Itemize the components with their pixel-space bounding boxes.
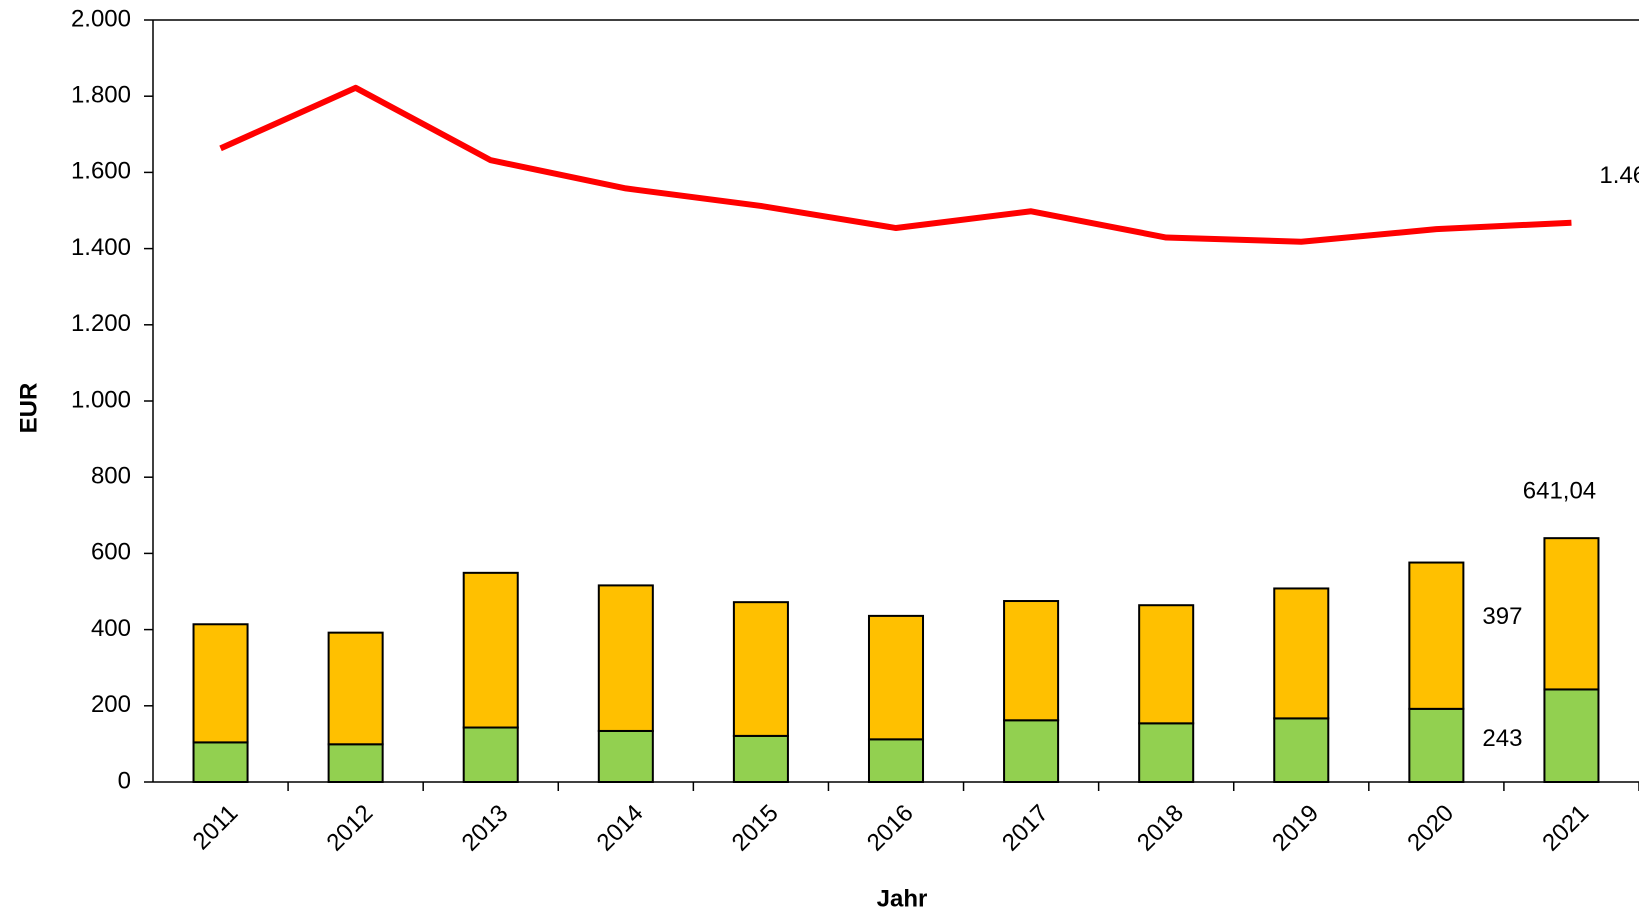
bar-segment [1273,587,1330,720]
line [219,84,1572,245]
y-tick-label: 1.800 [71,82,131,109]
bar-segment [1408,707,1465,784]
bar-segment [1408,561,1465,710]
data-label: 243 [1482,725,1522,752]
y-tick-label: 1.600 [71,158,131,185]
bar-segment [1543,688,1600,783]
y-tick-label: 600 [91,539,131,566]
y-tick-label: 1.000 [71,386,131,413]
bar-segment [462,571,519,729]
y-tick-label: 200 [91,691,131,718]
bar-segment [327,743,384,784]
data-label: 397 [1482,603,1522,630]
data-label: 1.468 [1599,162,1639,189]
bar-segment [1138,604,1195,725]
x-tick-label: 2017 [997,800,1054,857]
annotation: 641,04 [1523,478,1596,505]
bar-segment [462,726,519,784]
x-tick-label: 2015 [727,800,784,857]
x-tick-label: 2016 [862,800,919,857]
y-tick-label: 1.400 [71,234,131,261]
x-tick-label: 2018 [1132,800,1189,857]
bar-segment [732,734,789,783]
y-tick-label: 1.200 [71,310,131,337]
x-tick-label: 2021 [1537,800,1594,857]
bar-segment [867,738,925,784]
x-axis-title: Jahr [877,885,928,912]
x-tick-label: 2014 [592,800,649,857]
bar-segment [1003,600,1060,722]
y-tick-label: 2.000 [71,5,131,32]
x-tick-label: 2019 [1267,800,1324,857]
bar-segment [1273,717,1330,783]
y-tick-label: 400 [91,615,131,642]
bar-segment [192,623,249,744]
bar-segment [597,584,654,732]
bar-segment [327,631,384,746]
bar-segment [597,729,654,783]
y-tick-label: 800 [91,463,131,490]
bar-segment [867,614,925,741]
x-tick-label: 2020 [1402,800,1459,857]
y-axis-title: EUR [15,383,42,434]
x-tick-label: 2011 [188,800,244,856]
bar-segment [1138,722,1195,783]
bar-segment [1003,719,1060,784]
bar-segment [732,601,789,737]
bar-segment [1543,537,1600,691]
bar-segment [192,741,249,783]
x-tick-label: 2013 [457,800,514,857]
y-tick-label: 0 [118,767,131,794]
x-tick-label: 2012 [322,800,379,857]
